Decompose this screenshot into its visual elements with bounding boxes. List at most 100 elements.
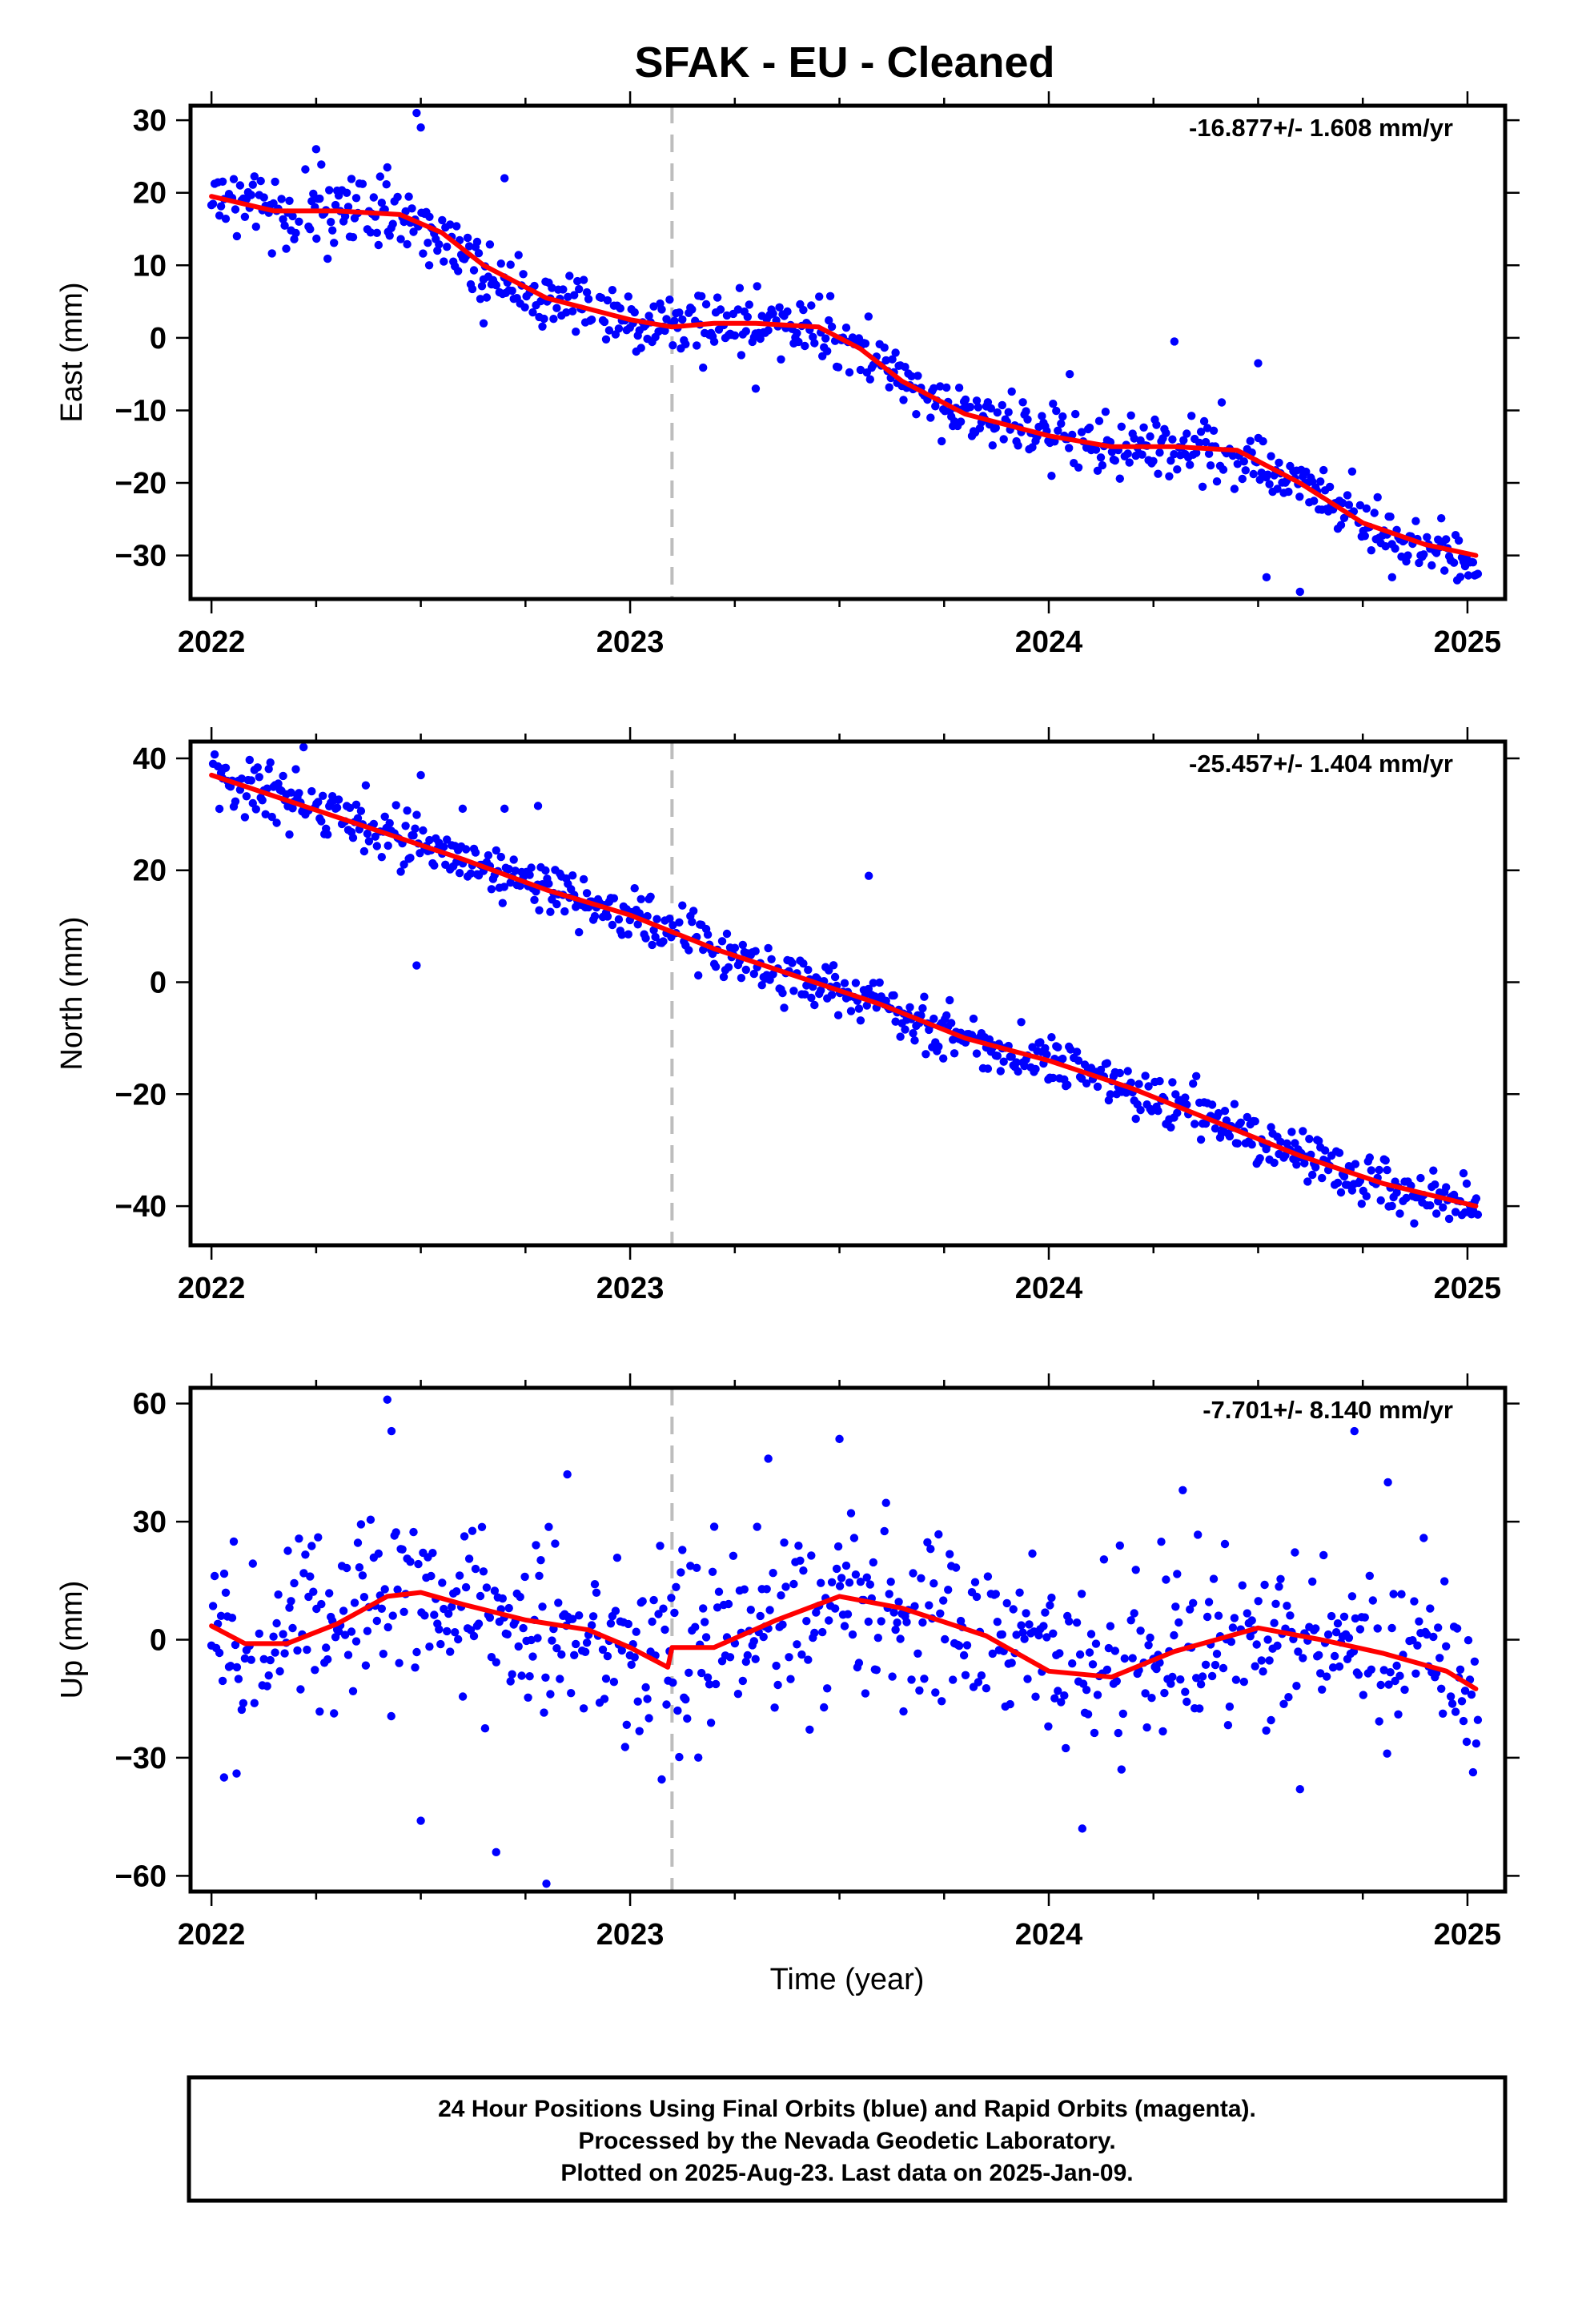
data-point [382,180,391,189]
footer-box: 24 Hour Positions Using Final Orbits (bl… [187,2075,1508,2203]
data-point [869,1558,878,1567]
data-point [1110,456,1120,465]
data-point [1238,474,1247,484]
data-point [269,1632,278,1641]
data-point [1041,1043,1050,1053]
data-point [944,1586,953,1594]
data-point [1464,1636,1473,1645]
data-point [934,1042,943,1051]
data-point [366,1515,375,1524]
data-point [1344,501,1354,509]
data-point [1239,457,1249,466]
data-point [652,915,661,923]
data-point [733,305,743,314]
data-point [667,1594,676,1602]
data-point [772,1661,781,1671]
data-point [848,1630,857,1639]
data-point [881,1498,890,1507]
data-point [474,249,484,258]
data-point [1047,1033,1056,1042]
data-point [290,1578,299,1588]
data-point [1152,1664,1161,1674]
data-point [909,1569,917,1578]
data-point [864,871,873,880]
data-point [1291,1548,1299,1557]
data-point [388,219,397,228]
data-point [1091,1639,1101,1648]
data-point [1446,1692,1456,1701]
data-point [1203,424,1212,432]
data-point [749,969,758,979]
data-point [983,1572,993,1581]
data-point [1426,1604,1435,1613]
data-point [925,1601,934,1610]
data-point [514,1642,523,1651]
data-point [1473,1715,1483,1724]
y-tick-label: 20 [133,177,167,211]
data-point [226,1662,235,1671]
data-point [793,1640,801,1649]
data-point [267,249,276,258]
data-point [1098,460,1107,470]
data-point [1247,1140,1256,1149]
data-point [896,1634,905,1643]
data-point [1368,1596,1378,1605]
data-point [669,921,677,930]
data-point [1131,1114,1140,1124]
data-point [1262,1726,1271,1735]
data-point [722,929,732,939]
data-point [638,1597,647,1606]
data-point [1343,491,1352,500]
data-point [713,293,722,302]
data-point [1386,513,1395,521]
data-point [1370,509,1379,517]
data-point [476,1591,485,1601]
data-point [609,894,619,903]
data-point [1347,1186,1357,1195]
data-point [1227,1637,1236,1647]
data-point [823,1684,832,1693]
data-point [234,1675,243,1683]
data-point [749,1637,758,1646]
data-point [920,1675,929,1683]
x-tick-label: 2023 [596,1272,665,1305]
scatter-points [208,742,1483,1228]
data-point [1195,1704,1204,1713]
data-point [446,220,455,229]
data-point [374,1549,383,1558]
data-point [1375,1165,1383,1175]
data-point [1102,1059,1112,1068]
data-point [1214,1611,1223,1620]
data-point [455,869,464,878]
data-point [1022,407,1030,416]
data-point [1305,1135,1314,1144]
data-point [688,918,697,927]
data-point [567,1689,576,1698]
data-point [590,911,600,921]
data-point [1014,441,1022,450]
data-point [657,305,666,314]
data-point [385,818,394,828]
data-point [1094,416,1104,425]
data-point [807,1551,816,1560]
data-point [856,1016,865,1025]
data-point [985,1035,994,1044]
data-point [780,1538,789,1547]
data-point [309,1587,318,1596]
data-point [1243,1609,1252,1618]
data-point [406,1558,415,1566]
data-point [644,312,653,320]
data-point [936,382,945,391]
data-point [285,830,294,839]
data-point [1015,1588,1024,1597]
data-point [1429,1166,1438,1175]
data-point [1154,469,1162,478]
data-point [279,771,287,781]
data-point [1357,1200,1367,1208]
data-point [1276,1574,1285,1584]
data-point [938,1697,946,1706]
data-point [231,205,240,214]
data-point [930,1014,938,1023]
data-point [215,1648,224,1658]
data-point [988,1649,998,1659]
